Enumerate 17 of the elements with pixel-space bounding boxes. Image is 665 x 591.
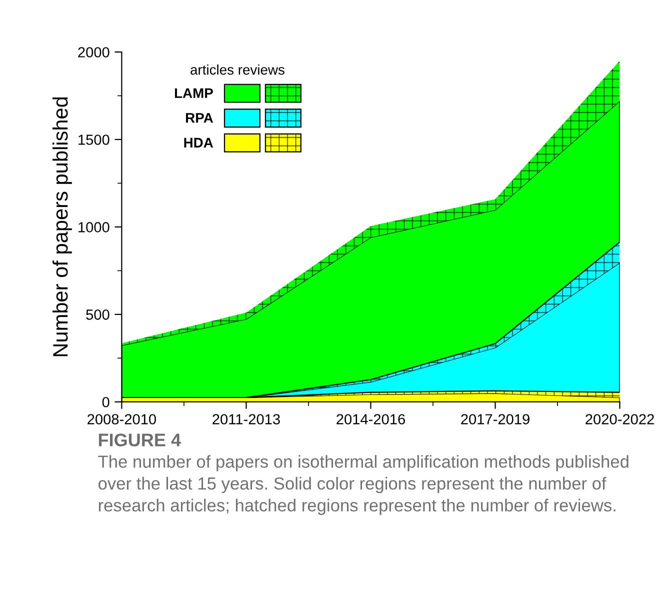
y-tick-label: 1500	[78, 134, 110, 145]
text: The number of papers on isothermal amplification methods published over the last 15 years. Solid color regions represent the number of research articles; hatched regions represent the number of reviews.	[98, 455, 628, 515]
x-tick-label: 2020-2022	[586, 414, 654, 424]
y-axis-title: Number of papers published	[52, 97, 72, 356]
legend-label: LAMP	[174, 88, 213, 98]
x-tick-label: 2014-2016	[336, 414, 405, 424]
y-tick-label: 2000	[78, 47, 110, 58]
legend-title: articles reviews	[190, 64, 284, 75]
y-tick-label: 500	[86, 310, 110, 320]
legend-label: RPA	[186, 113, 214, 123]
x-tick-label: 2008-2010	[88, 414, 156, 424]
legend-label: HDA	[184, 138, 214, 148]
y-tick-label: 1000	[78, 222, 110, 232]
y-tick-label: 0	[102, 396, 110, 408]
x-tick-label: 2017-2019	[461, 414, 530, 424]
text: FIGURE 4	[98, 434, 181, 446]
x-tick-label: 2011-2013	[212, 414, 280, 424]
